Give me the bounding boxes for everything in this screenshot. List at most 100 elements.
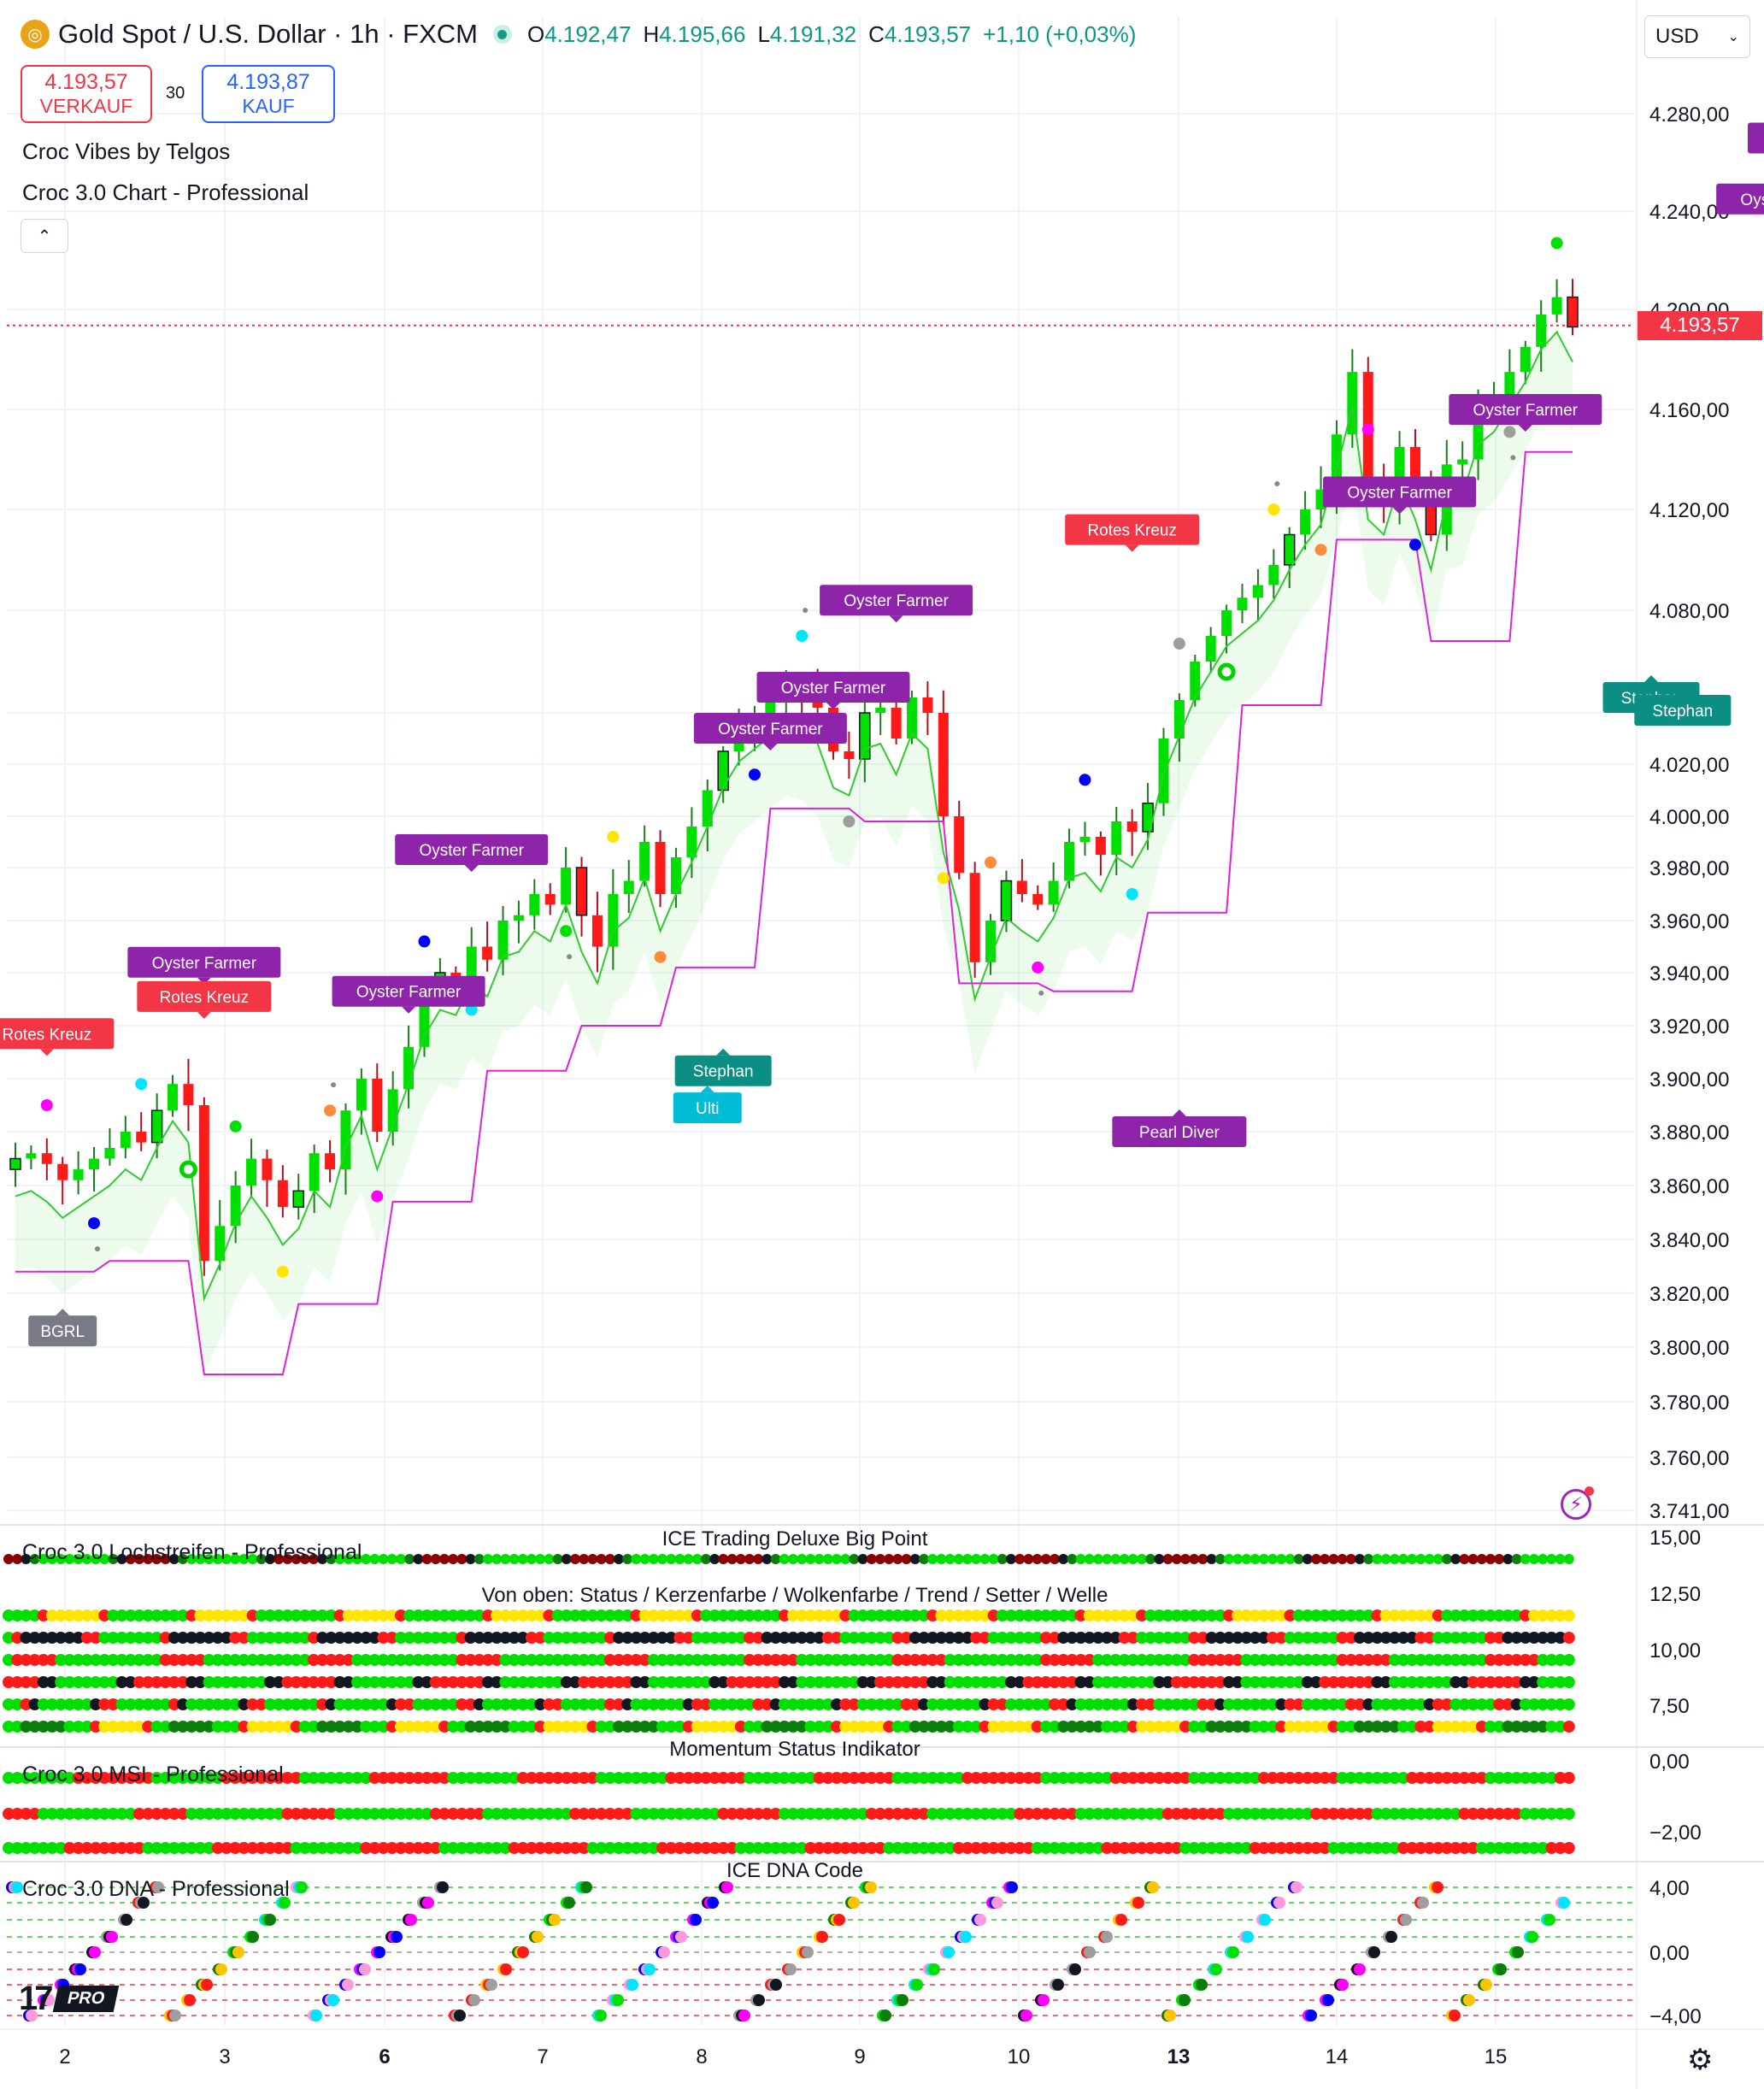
ice-dot-welle — [1197, 1721, 1209, 1733]
ice-dot-status — [1502, 1609, 1514, 1621]
ice-dot-status — [551, 1609, 564, 1621]
dna-dot — [485, 1979, 497, 1991]
msi-dot-row2 — [1537, 1808, 1549, 1820]
collapse-indicators-button[interactable]: ⌃ — [21, 219, 68, 253]
ice-dot-cloud — [1528, 1654, 1540, 1666]
ice-dot-trend — [1240, 1676, 1253, 1688]
ice-dot-trend — [1074, 1676, 1087, 1688]
sell-button[interactable]: 4.193,57 VERKAUF — [21, 65, 152, 123]
ice-dot-welle — [438, 1721, 450, 1733]
signal-dot-small — [1038, 990, 1044, 996]
dna-dot — [675, 1931, 687, 1943]
ice-dot-status — [1371, 1609, 1384, 1621]
ice-dot-trend — [124, 1676, 137, 1688]
ice-dot-setter — [682, 1698, 695, 1710]
msi-dot-row2 — [1205, 1808, 1218, 1820]
ice-dot-setter — [499, 1698, 512, 1710]
ice-dot-cloud — [709, 1654, 721, 1666]
msi-dot-row1 — [142, 1772, 155, 1784]
symbol-title[interactable]: Gold Spot / U.S. Dollar · 1h · FXCM — [58, 19, 478, 49]
ice-dot-welle — [952, 1721, 965, 1733]
dna-dot — [1354, 1963, 1366, 1975]
ice-dot-cloud — [1284, 1654, 1297, 1666]
ice-dot-welle — [1066, 1721, 1079, 1733]
msi-dot-row1 — [98, 1772, 111, 1784]
price-axis-label: 4.000,00 — [1649, 806, 1729, 829]
signal-dot — [1503, 426, 1516, 438]
ice-dot-status — [543, 1609, 556, 1621]
ice-dot-cloud — [1362, 1654, 1375, 1666]
ice-dot-setter — [412, 1698, 425, 1710]
dna-dot — [1069, 1963, 1081, 1975]
ice-dot-status — [1214, 1609, 1226, 1621]
indicator-vibes-label[interactable]: Croc Vibes by Telgos — [22, 138, 231, 164]
ice-dot-welle — [1362, 1721, 1375, 1733]
msi-dot-row2 — [1545, 1808, 1558, 1820]
ice-dot-welle — [447, 1721, 460, 1733]
msi-dot-row1 — [1275, 1772, 1288, 1784]
signal-dot — [1032, 961, 1044, 974]
msi-dot-row1 — [1528, 1772, 1540, 1784]
indicator-chart-label[interactable]: Croc 3.0 Chart - Professional — [22, 179, 309, 205]
msi-dot-row2 — [368, 1808, 381, 1820]
ice-dot-welle — [1562, 1721, 1575, 1733]
msi-dot-row3 — [1545, 1842, 1558, 1854]
ice-dot-welle — [778, 1721, 791, 1733]
msi-dot-row2 — [1467, 1808, 1479, 1820]
msi-dot-row3 — [508, 1842, 520, 1854]
ice-dot-candle — [1083, 1632, 1096, 1644]
msi-dot-row2 — [107, 1808, 120, 1820]
ice-dot-welle — [290, 1721, 303, 1733]
msi-dot-row2 — [325, 1808, 338, 1820]
ice-dot-status — [804, 1609, 817, 1621]
ice-dot-cloud — [534, 1654, 547, 1666]
ice-dot-cloud — [308, 1654, 320, 1666]
msi-dot-row3 — [1014, 1842, 1026, 1854]
symbol-header[interactable]: ◎ Gold Spot / U.S. Dollar · 1h · FXCM O4… — [21, 19, 1136, 50]
ice-dot-welle — [586, 1721, 599, 1733]
msi-dot-row1 — [918, 1772, 930, 1784]
currency-select[interactable]: USD ⌄ — [1644, 15, 1750, 58]
ice-dot-welle — [638, 1721, 651, 1733]
dna-dot — [517, 1946, 529, 1958]
ice-dot-trend — [700, 1676, 712, 1688]
ice-dot-cloud — [926, 1654, 939, 1666]
ice-dot-trend — [194, 1676, 207, 1688]
price-axis-label: 3.840,00 — [1649, 1229, 1729, 1252]
msi-dot-row2 — [203, 1808, 215, 1820]
tradingview-logo[interactable]: 17 PRO — [19, 1980, 120, 2018]
msi-dot-row2 — [360, 1808, 373, 1820]
marker-ulti: Ulti — [673, 1086, 742, 1124]
ice-dot-status — [1179, 1609, 1191, 1621]
buy-button[interactable]: 4.193,87 KAUF — [202, 65, 335, 123]
gear-icon[interactable]: ⚙ — [1687, 2044, 1714, 2076]
ice-dot-bigpoint — [944, 1554, 956, 1564]
ice-dot-welle — [665, 1721, 678, 1733]
indicator-msi-label[interactable]: Croc 3.0 MSI - Professional — [22, 1762, 284, 1786]
chevron-down-icon: ⌄ — [1727, 30, 1739, 44]
ice-dot-trend — [55, 1676, 68, 1688]
indicator-dna-label[interactable]: Croc 3.0 DNA - Professional — [22, 1877, 290, 1901]
lightning-icon[interactable]: ⚡ — [1561, 1486, 1594, 1520]
candle-body — [230, 1186, 241, 1227]
msi-dot-row3 — [159, 1842, 172, 1854]
ice-dot-setter — [908, 1698, 921, 1710]
ice-dot-welle — [1144, 1721, 1157, 1733]
ice-dot-cloud — [1554, 1654, 1567, 1666]
indicator-lochstreifen-label[interactable]: Croc 3.0 Lochstreifen - Professional — [22, 1540, 362, 1564]
ice-dot-setter — [970, 1698, 983, 1710]
msi-dot-row2 — [46, 1808, 58, 1820]
dna-dot — [327, 1994, 339, 2006]
ice-dot-candle — [1327, 1632, 1340, 1644]
ice-dot-bigpoint — [552, 1554, 563, 1564]
ice-dot-welle — [1537, 1721, 1549, 1733]
ice-dot-setter — [246, 1698, 259, 1710]
dna-dot — [532, 1931, 544, 1943]
ice-dot-cloud — [3, 1654, 15, 1666]
ice-dot-cloud — [368, 1654, 381, 1666]
msi-dot-row1 — [1049, 1772, 1061, 1784]
ice-dot-candle — [298, 1632, 311, 1644]
ice-dot-welle — [281, 1721, 294, 1733]
ice-dot-cloud — [970, 1654, 983, 1666]
